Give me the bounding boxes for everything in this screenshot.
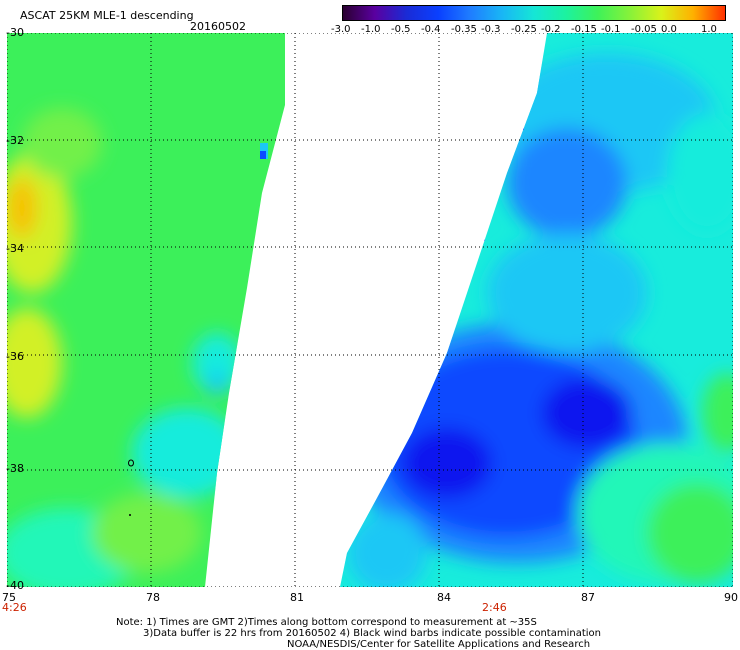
east-green [702, 373, 733, 453]
left-swath-blend [7, 108, 242, 587]
swath-map [7, 33, 733, 587]
secondary-core [402, 428, 492, 498]
colorbar-tick-label: 1.0 [701, 24, 717, 35]
lon-label: 84 [437, 591, 451, 604]
right-swath [340, 33, 733, 587]
north-midblue [507, 128, 627, 238]
footer-note-2: 3)Data buffer is 22 hrs from 20160502 4)… [143, 628, 601, 639]
product-title: ASCAT 25KM MLE-1 descending [20, 9, 194, 22]
cyan-patch-south [132, 408, 242, 498]
lat-label: -30 [6, 26, 24, 39]
colorbar-tick-label: -0.25 [511, 24, 537, 35]
colorbar-gradient [343, 6, 725, 20]
lon-label: 87 [581, 591, 595, 604]
edge-pixel-blue-north [516, 118, 524, 130]
colorbar-tick-label: -0.35 [451, 24, 477, 35]
lat-label: -40 [6, 579, 24, 592]
lon-label: 78 [146, 591, 160, 604]
edge-pixel-blue [477, 231, 485, 241]
lon-label: 81 [290, 591, 304, 604]
east-cyan [667, 113, 733, 233]
cyan-patch [192, 333, 242, 393]
blue-spot [207, 371, 227, 395]
colorbar-tick-label: -0.15 [571, 24, 597, 35]
lon-label: 90 [724, 591, 738, 604]
colorbar-tick-label: -1.0 [361, 24, 381, 35]
colorbar-tick-label: -0.5 [391, 24, 411, 35]
mid-skyblue [487, 233, 647, 353]
lat-label: -34 [6, 242, 24, 255]
left-swath [7, 33, 285, 587]
colorbar-tick-label: -0.3 [481, 24, 501, 35]
lon-label: 75 [2, 591, 16, 604]
se-green [647, 483, 733, 583]
hot-patch [7, 178, 37, 238]
swath-map-canvas [7, 33, 733, 587]
pass-time-label: 4:26 [2, 601, 27, 614]
edge-pixel-blue [260, 151, 266, 159]
colorbar-tick-label: -0.2 [541, 24, 561, 35]
footer-credit: NOAA/NESDIS/Center for Satellite Applica… [287, 639, 591, 650]
footer-note-1: Note: 1) Times are GMT 2)Times along bot… [116, 617, 537, 628]
deepest-core [542, 378, 632, 448]
pass-time-label: 2:46 [482, 601, 507, 614]
green-patch-s [92, 493, 202, 573]
lat-label: -32 [6, 134, 24, 147]
light-green-patch [22, 108, 102, 178]
warm-patch-south [7, 308, 62, 418]
lat-label: -36 [6, 350, 24, 363]
right-swath-blend [347, 53, 733, 587]
colorbar-tick-label: -0.1 [601, 24, 621, 35]
sw-skyblue [347, 513, 427, 587]
colorbar-tick-label: 0.0 [661, 24, 677, 35]
barb-marker [128, 459, 134, 467]
lat-label: -38 [6, 462, 24, 475]
date-label: 20160502 [190, 20, 246, 33]
colorbar [342, 5, 726, 21]
colorbar-fill [343, 6, 725, 20]
colorbar-tick-label: -3.0 [331, 24, 351, 35]
barb-dot [129, 514, 131, 516]
colorbar-tick-label: -0.4 [421, 24, 441, 35]
colorbar-tick-label: -0.05 [631, 24, 657, 35]
